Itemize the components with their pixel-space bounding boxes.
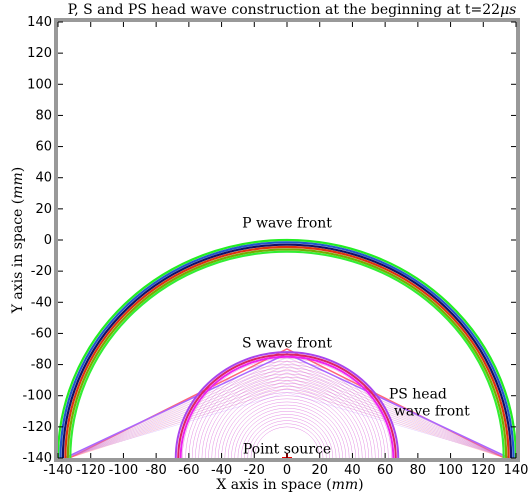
s-wave-fan-arc-17	[198, 373, 376, 459]
p-wave-front-1	[59, 241, 515, 459]
y-tick-label-11: 80	[35, 108, 52, 123]
x-tick-label-2: -100	[109, 463, 139, 478]
s-wave-fan-arc-8	[227, 401, 347, 459]
x-tick-label-9: 40	[344, 463, 361, 478]
y-tick-label-5: -40	[31, 295, 52, 310]
p-wave-label: P wave front	[242, 216, 332, 232]
y-tick-label-1: -120	[22, 420, 52, 435]
y-tick-label-0: -140	[22, 451, 52, 466]
ps-head-ray-1-2	[64, 361, 510, 459]
s-wave-front-1	[177, 353, 397, 459]
x-tick-label-5: -40	[211, 463, 232, 478]
p-wave-front-4	[66, 248, 508, 459]
ps-head-label-line2: wave front	[394, 403, 470, 419]
ps-head-ray-0-4	[69, 364, 505, 459]
ps-head-ray-0-6	[69, 372, 505, 459]
s-wave-fan-arc-15	[204, 379, 370, 459]
ps-head-ray-0-7	[69, 375, 505, 459]
x-axis-label: X axis in space (mm)	[216, 477, 363, 493]
x-tick-label-14: 140	[504, 463, 529, 478]
ps-head-ray-1-6	[64, 376, 510, 459]
s-wave-fan-arc-2	[247, 420, 327, 459]
ps-head-ray-0-5	[69, 368, 505, 459]
p-wave-front-2	[61, 243, 513, 459]
plot-frame	[54, 18, 520, 462]
ps-head-ray-0-8	[69, 379, 505, 459]
chart-title: P, S and PS head wave construction at th…	[68, 2, 517, 18]
x-axis-label-main: X axis in space	[216, 477, 326, 493]
s-wave-fan-arc-4	[240, 414, 334, 459]
ps-head-ray-0-10	[69, 387, 505, 459]
y-tick-label-6: -20	[31, 264, 52, 279]
y-tick-label-12: 100	[27, 77, 52, 92]
axis-ticks: -140 -120 -100 -80 -60 -40 -20 0 20 40 60 80 100 120 1…	[22, 15, 528, 478]
s-wave-front-2	[179, 355, 395, 459]
ps-head-ray-1-10	[64, 392, 510, 459]
point-source-label: Point source	[243, 441, 331, 457]
p-wave-front-0	[56, 238, 518, 459]
ps-head-ray-1-7	[64, 380, 510, 459]
x-tick-label-11: 80	[410, 463, 427, 478]
y-axis-label: Y axis in space (mm)	[10, 167, 26, 315]
x-tick-label-8: 20	[311, 463, 328, 478]
x-tick-label-3: -80	[146, 463, 167, 478]
y-axis-unit: mm	[10, 172, 26, 199]
ps-head-label-line1: PS head	[389, 386, 447, 402]
chart-title-unit: μs	[500, 2, 516, 18]
y-tick-label-9: 40	[35, 171, 52, 186]
s-wave-fan-arc-14	[208, 383, 366, 459]
s-wave-fan-arc-1	[250, 423, 324, 459]
chart-title-main: P, S and PS head wave construction at th…	[68, 2, 500, 18]
ps-head-ray-1-8	[64, 384, 510, 459]
plot-area: P wave front S wave front Point source PS h…	[56, 216, 518, 460]
x-tick-label-6: -20	[244, 463, 265, 478]
ps-head-ray-0-9	[69, 383, 505, 459]
x-tick-label-0: -140	[43, 463, 73, 478]
x-tick-label-7: 0	[283, 463, 291, 478]
ps-head-ray-1-4	[64, 368, 510, 459]
y-tick-label-2: -100	[22, 389, 52, 404]
s-wave-fan-arc-3	[244, 417, 330, 459]
y-axis-label-main: Y axis in space	[10, 204, 26, 314]
y-tick-label-3: -80	[31, 358, 52, 373]
s-wave-fan-arc-6	[234, 407, 340, 459]
y-tick-label-13: 120	[27, 46, 52, 61]
x-axis-unit: mm	[332, 477, 359, 493]
y-tick-label-7: 0	[44, 233, 52, 248]
s-wave-front-0	[174, 351, 400, 459]
s-wave-label: S wave front	[242, 335, 332, 351]
ps-head-ray-0-3	[69, 360, 505, 459]
s-wave-fan-arc-0	[254, 426, 320, 459]
p-wave-front-5	[69, 250, 505, 459]
ps-head-ray-1-5	[64, 372, 510, 459]
y-tick-label-4: -60	[31, 326, 52, 341]
y-tick-label-10: 60	[35, 140, 52, 155]
x-tick-label-13: 120	[471, 463, 496, 478]
s-wave-fan-arc-21	[185, 361, 389, 459]
x-tick-label-10: 60	[377, 463, 394, 478]
y-tick-label-14: 140	[27, 15, 52, 30]
ps-head-ray-1-3	[64, 365, 510, 459]
ps-head-label: PS head wave front	[389, 386, 470, 419]
x-tick-label-1: -120	[76, 463, 106, 478]
s-wave-fan-arc-18	[195, 370, 379, 459]
x-tick-label-12: 100	[438, 463, 463, 478]
p-wave-front-3	[64, 245, 510, 459]
s-wave-fan-arc-20	[188, 364, 386, 459]
s-wave-fan-arc-16	[201, 376, 373, 459]
ps-head-ray-1-9	[64, 388, 510, 459]
x-tick-label-4: -60	[178, 463, 199, 478]
s-wave-fan-arc-22	[182, 358, 392, 459]
y-tick-label-8: 20	[35, 202, 52, 217]
